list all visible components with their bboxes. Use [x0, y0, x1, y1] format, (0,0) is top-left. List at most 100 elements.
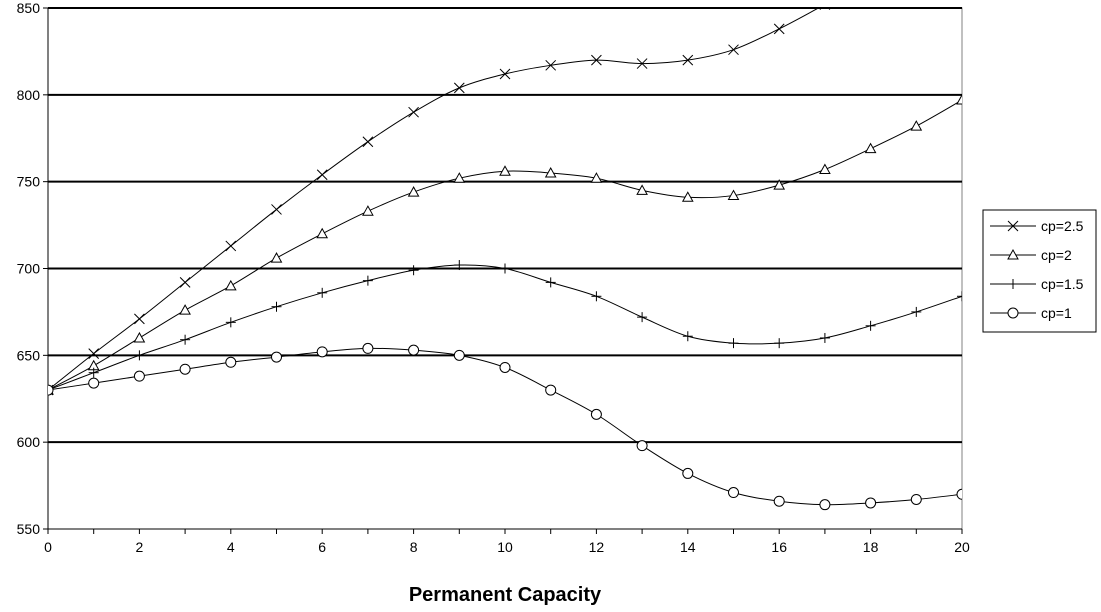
- data-point: [271, 204, 282, 215]
- data-point: [453, 82, 465, 94]
- data-point: [316, 169, 328, 181]
- data-point: [910, 493, 922, 505]
- x-tick-label: 4: [227, 539, 235, 555]
- data-point: [88, 377, 100, 389]
- data-point: [911, 306, 922, 317]
- x-tick-label: 2: [136, 539, 144, 555]
- legend-item: cp=1: [990, 305, 1072, 321]
- legend-item: cp=2: [990, 247, 1072, 263]
- data-point: [316, 227, 329, 239]
- data-point: [133, 331, 146, 343]
- data-point: [728, 44, 739, 56]
- data-point: [728, 338, 739, 349]
- y-tick-label: 850: [17, 0, 41, 16]
- series-cp=1.5: [48, 260, 962, 396]
- data-point: [88, 348, 100, 359]
- x-tick-label: 8: [410, 539, 418, 555]
- data-point: [819, 163, 831, 175]
- data-point: [134, 313, 145, 325]
- data-point: [682, 467, 694, 479]
- y-axis-ticks: 550 600 650 700 750 800 850: [17, 0, 48, 537]
- data-point: [865, 497, 877, 509]
- legend-marker: [1008, 279, 1018, 289]
- data-point: [88, 367, 99, 378]
- series-cp=1: [48, 342, 962, 511]
- data-point: [499, 68, 511, 80]
- data-point: [316, 346, 328, 358]
- data-point: [271, 301, 282, 312]
- x-tick-label: 10: [497, 539, 513, 555]
- legend-item: cp=2.5: [990, 218, 1084, 234]
- y-tick-label: 650: [17, 347, 41, 363]
- x-tick-label: 18: [863, 539, 879, 555]
- data-point: [499, 165, 511, 176]
- data-point: [590, 172, 603, 183]
- data-point: [773, 179, 786, 190]
- y-tick-label: 800: [17, 87, 41, 103]
- data-point: [133, 370, 145, 382]
- y-tick-label: 750: [17, 174, 41, 190]
- data-point: [408, 106, 419, 118]
- data-point: [682, 54, 694, 66]
- data-point: [637, 312, 648, 323]
- data-point: [362, 205, 374, 216]
- series-cp=2: [48, 94, 962, 395]
- legend-label: cp=2.5: [1041, 218, 1084, 234]
- data-point: [180, 334, 191, 345]
- data-point: [728, 487, 739, 499]
- data-point: [48, 384, 54, 396]
- data-point: [453, 172, 466, 183]
- data-point: [910, 120, 923, 131]
- data-point: [408, 344, 420, 356]
- y-tick-label: 550: [17, 521, 41, 537]
- legend: cp=2.5 cp=2 cp=1.5 cp=1: [982, 209, 1097, 333]
- data-point: [591, 54, 602, 66]
- legend-label: cp=1.5: [1041, 276, 1084, 292]
- legend-marker: [1007, 307, 1019, 319]
- data-point: [682, 331, 693, 342]
- data-point: [590, 408, 602, 420]
- x-tick-label: 0: [44, 539, 52, 555]
- x-tick-label: 20: [954, 539, 970, 555]
- legend-item: cp=1.5: [990, 276, 1084, 292]
- gridlines: [48, 7, 962, 444]
- data-point: [636, 184, 648, 195]
- data-point: [681, 191, 694, 202]
- data-point: [179, 363, 191, 375]
- x-tick-label: 14: [680, 539, 696, 555]
- data-point: [544, 166, 557, 178]
- data-point: [819, 499, 831, 511]
- legend-label: cp=1: [1041, 305, 1072, 321]
- data-point: [864, 142, 877, 154]
- x-tick-label: 16: [771, 539, 787, 555]
- x-tick-label: 6: [318, 539, 326, 555]
- data-point: [727, 189, 740, 201]
- data-point: [591, 291, 602, 302]
- data-point: [270, 252, 283, 263]
- x-axis-title: Permanent Capacity: [409, 584, 602, 606]
- data-point: [774, 338, 785, 349]
- data-point: [865, 320, 876, 331]
- data-point: [224, 279, 237, 291]
- series-cp=2.5: [48, 8, 831, 396]
- data-point: [225, 240, 237, 252]
- data-point: [179, 304, 191, 315]
- data-point: [545, 384, 557, 396]
- data-point: [271, 351, 282, 363]
- legend-marker: [1007, 248, 1019, 260]
- data-point: [362, 342, 374, 354]
- y-tick-label: 600: [17, 434, 41, 450]
- data-point: [179, 277, 191, 288]
- data-point: [225, 317, 236, 328]
- data-point: [956, 488, 962, 500]
- data-point: [773, 23, 785, 35]
- data-point: [225, 356, 237, 368]
- data-point: [500, 263, 510, 274]
- data-point: [408, 265, 419, 276]
- data-point: [956, 94, 962, 105]
- legend-marker: [1007, 220, 1019, 232]
- data-point: [636, 58, 648, 69]
- data-point: [407, 186, 420, 197]
- data-point: [545, 59, 557, 71]
- data-point: [636, 440, 648, 452]
